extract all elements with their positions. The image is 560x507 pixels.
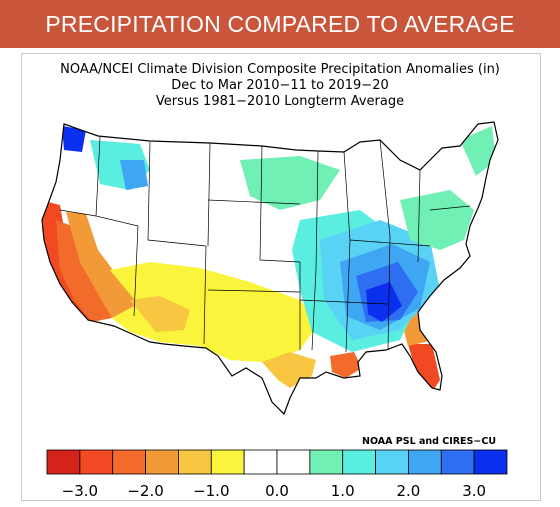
legend-tick-label: 3.0 bbox=[462, 482, 487, 500]
northern-tier-wet bbox=[240, 156, 340, 210]
title-banner: PRECIPITATION COMPARED TO AVERAGE bbox=[0, 0, 560, 48]
idaho-wet bbox=[120, 160, 148, 190]
washington-peak-wet bbox=[62, 126, 86, 152]
banner-title: PRECIPITATION COMPARED TO AVERAGE bbox=[45, 10, 515, 37]
legend-tick-label: 0.0 bbox=[265, 482, 289, 500]
legend-bin bbox=[309, 449, 344, 475]
legend-bin bbox=[210, 449, 245, 475]
california-interior-dry bbox=[56, 220, 112, 322]
map-title-line-3: Versus 1981−2010 Longterm Average bbox=[155, 94, 405, 109]
legend-tick-label: −3.0 bbox=[61, 482, 99, 500]
legend-tick-label: −2.0 bbox=[127, 482, 164, 500]
legend-bin bbox=[473, 449, 508, 475]
legend-bin bbox=[178, 449, 212, 475]
legend-bin bbox=[112, 449, 146, 475]
credit-text: NOAA PSL and CIRES−CU bbox=[362, 436, 497, 447]
gulf-coast-dry bbox=[330, 352, 362, 378]
new-england-wet bbox=[460, 126, 496, 176]
legend-tick-label: 1.0 bbox=[330, 482, 355, 500]
map-title-line-1: NOAA/NCEI Climate Division Composite Pre… bbox=[60, 62, 500, 77]
state-boundaries bbox=[59, 136, 471, 353]
legend-bin bbox=[243, 449, 278, 475]
florida-dry bbox=[408, 344, 440, 392]
legend-colorbar bbox=[46, 449, 508, 475]
legend-bin bbox=[46, 449, 81, 475]
map-title-line-2: Dec to Mar 2010−11 to 2019−20 bbox=[171, 78, 389, 93]
alabama-peak-wet bbox=[366, 282, 402, 322]
anomaly-regions bbox=[42, 122, 498, 414]
legend-bin bbox=[79, 449, 114, 475]
southwest-dry bbox=[110, 262, 318, 362]
legend-bin bbox=[342, 449, 376, 475]
legend-bin bbox=[375, 449, 409, 475]
legend-bin bbox=[440, 449, 475, 475]
legend-bin bbox=[408, 449, 442, 475]
california-east-dry bbox=[66, 212, 138, 318]
legend-bin bbox=[145, 449, 179, 475]
legend-tick-label: −1.0 bbox=[193, 482, 230, 500]
legend-bin bbox=[276, 449, 311, 475]
southwest-interior-dry bbox=[130, 296, 190, 332]
legend-tick-label: 2.0 bbox=[396, 482, 421, 500]
